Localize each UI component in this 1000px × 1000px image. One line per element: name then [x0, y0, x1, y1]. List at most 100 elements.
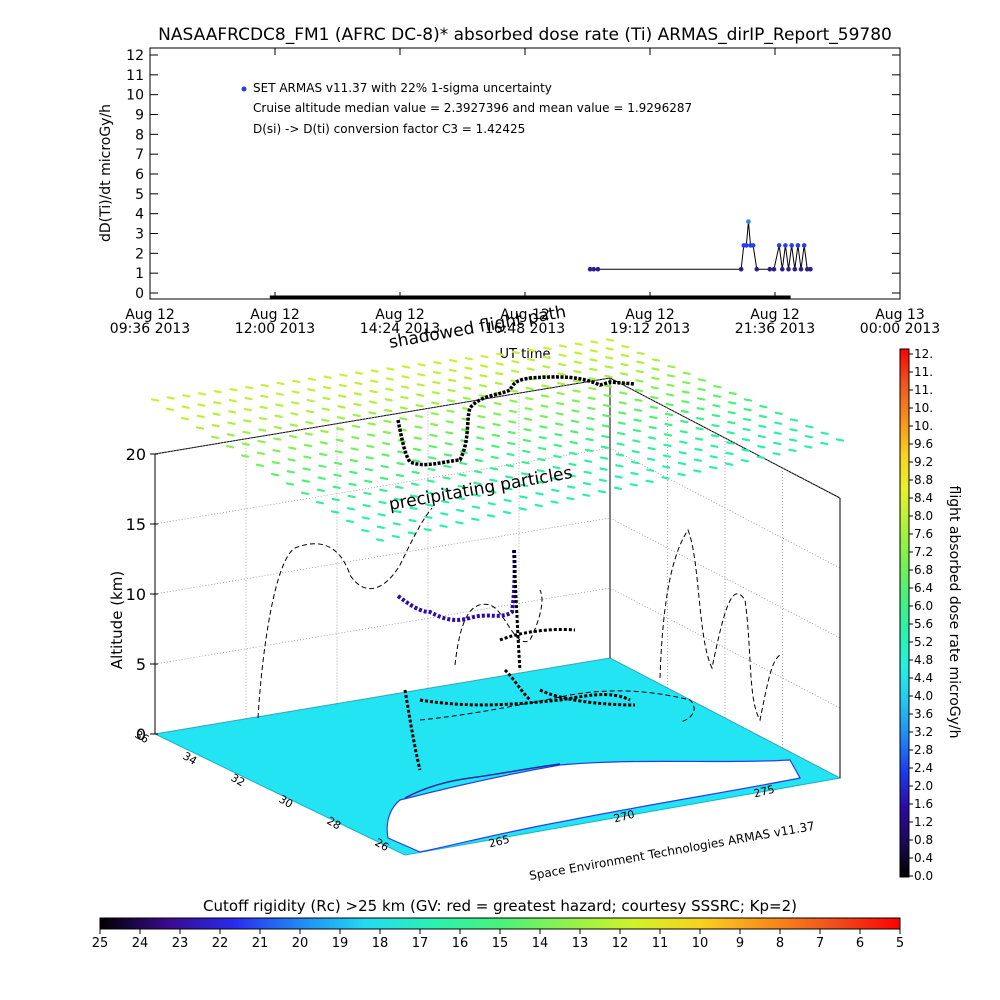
particle-dash — [664, 412, 674, 417]
particle-dash — [318, 464, 327, 468]
particle-dash — [551, 477, 561, 481]
particle-dash — [425, 503, 434, 507]
particle-dash — [424, 515, 433, 519]
particle-dash — [621, 344, 630, 349]
latitude-tick-label: 34 — [180, 749, 199, 767]
particle-dash — [292, 379, 301, 384]
particle-dash — [552, 465, 561, 470]
particle-dash — [651, 367, 660, 371]
particle-dash — [589, 349, 599, 353]
rc-tick-label: 15 — [492, 936, 509, 951]
particle-dash — [415, 403, 424, 408]
particle-dash — [446, 409, 455, 413]
x-tick-label-time: 09:36 2013 — [110, 321, 190, 337]
particle-dash — [620, 362, 629, 367]
particle-dash — [554, 433, 563, 437]
particle-dash — [480, 354, 489, 359]
grid-line — [154, 657, 611, 735]
data-point — [786, 266, 791, 272]
y-tick-label: 2 — [135, 246, 144, 262]
data-point — [750, 243, 756, 248]
particle-dash — [555, 412, 564, 416]
particle-dash — [758, 424, 767, 429]
particle-dash — [697, 387, 706, 392]
particle-dash — [509, 389, 519, 393]
particle-dash — [742, 417, 752, 422]
particle-dash — [603, 384, 613, 388]
particle-dash — [433, 361, 442, 365]
particle-dash — [428, 444, 437, 449]
particle-dash — [757, 445, 766, 449]
particle-dash — [318, 452, 328, 457]
particle-dash — [713, 384, 722, 389]
plot-box-grid — [154, 377, 841, 779]
particle-dash — [416, 383, 425, 387]
dose-tick-label: 5.2 — [914, 635, 933, 649]
particle-dash — [196, 414, 205, 419]
particle-dash — [556, 391, 565, 396]
y-tick-label: 0 — [135, 286, 144, 302]
particle-dash — [647, 446, 656, 451]
particle-dash — [711, 413, 721, 418]
particle-dash — [337, 405, 346, 409]
dose-tick-label: 3.6 — [914, 707, 933, 721]
particle-dash — [680, 409, 689, 414]
x-tick-label-time: 00:00 2013 — [860, 321, 940, 337]
dose-tick-label: 8.0 — [914, 509, 933, 523]
particle-dash — [243, 407, 252, 412]
particle-dash — [165, 407, 175, 412]
particle-dash — [323, 375, 332, 379]
particle-dash — [335, 438, 344, 442]
particle-dash — [431, 391, 440, 395]
particle-dash — [522, 438, 531, 443]
particle-dash — [743, 398, 753, 402]
dose-tick-label: 9.2 — [914, 455, 933, 469]
y-tick-label: 9 — [135, 108, 144, 124]
y-tick-label: 12 — [126, 48, 144, 64]
particle-dash — [508, 420, 517, 424]
particle-dash — [526, 367, 535, 371]
particle-dash — [300, 491, 310, 496]
particle-dash — [616, 442, 625, 446]
particle-dash — [599, 467, 608, 471]
particle-dash — [759, 404, 768, 409]
particle-dash — [523, 417, 533, 421]
particle-dash — [573, 360, 582, 365]
particle-dash — [585, 437, 594, 442]
particle-dash — [709, 465, 718, 470]
rc-tick-label: 22 — [212, 936, 229, 951]
particle-dash — [539, 414, 548, 419]
particle-dash — [553, 454, 562, 459]
particle-dash — [613, 486, 623, 490]
altitude-tick-label: 20 — [126, 445, 146, 464]
dose-tick-label: 6.0 — [914, 599, 933, 613]
particle-dash — [558, 353, 567, 358]
particle-dash — [694, 447, 703, 452]
particle-dash — [588, 377, 597, 381]
particle-dash — [336, 427, 345, 431]
dose-tick-label: 0.4 — [914, 851, 933, 865]
data-point — [801, 243, 807, 248]
rc-tick-label: 18 — [372, 936, 389, 951]
particle-dash — [724, 462, 734, 466]
particle-dash — [521, 460, 530, 465]
particle-dash — [666, 383, 675, 387]
particle-dash — [375, 538, 385, 542]
particle-dash — [243, 419, 252, 423]
rc-tick-label: 13 — [572, 936, 589, 951]
particle-dash — [197, 392, 207, 396]
particle-dash — [619, 391, 628, 395]
particle-dash — [459, 450, 468, 454]
particle-dash — [519, 495, 528, 499]
dose-tick-label: 6.4 — [914, 581, 933, 595]
particle-dash — [474, 470, 483, 474]
y-tick-label: 6 — [135, 167, 144, 183]
particle-dash — [557, 372, 566, 376]
particle-dash — [635, 379, 644, 383]
particle-dash — [634, 398, 643, 402]
dose-tick-label: 4.4 — [914, 671, 933, 685]
particle-dash — [397, 450, 406, 454]
particle-dash — [520, 483, 529, 488]
y-tick-label: 8 — [135, 127, 144, 143]
particle-dash — [364, 467, 374, 472]
